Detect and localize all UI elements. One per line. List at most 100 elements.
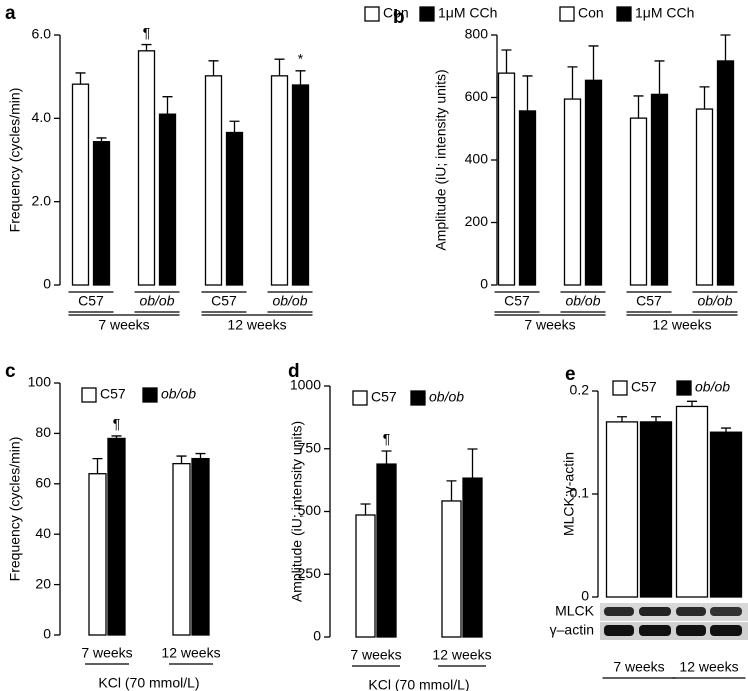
error-bar [96,137,107,142]
panel: b 0 200 400 600 800 Amplitude (iU; intensity u… [393,5,738,333]
bar [675,405,709,598]
bar [441,500,462,638]
group-label: 7 weeks [98,317,149,333]
y-tick-label: 0 [480,276,488,292]
error-bar [467,448,478,479]
legend-label: ob/ob [429,389,464,405]
y-tick-label: 2.0 [32,192,52,208]
bar [92,141,111,286]
bar [563,98,582,286]
legend-label: C57 [631,379,657,395]
x-tick-label: 7 weeks [350,647,401,663]
error-bar [92,457,103,474]
x-axis-label: KCl (70 mmol/L) [368,677,469,691]
legend-swatch [352,390,368,406]
panel-letter: e [565,364,576,385]
group-label: 12 weeks [652,317,711,333]
panel-letter: b [393,7,405,28]
bar [518,110,537,286]
bar [709,431,743,598]
legend-label: C57 [100,386,126,402]
error-bar [229,120,240,133]
legend-swatch [419,6,435,22]
error-bar [360,503,371,516]
legend-swatch [410,390,426,406]
error-bar [162,96,173,115]
y-tick-label: 60 [35,475,51,491]
group-label: 7 weeks [524,317,575,333]
y-tick-label: 200 [465,213,489,229]
blot-label: MLCK [555,603,595,619]
bar [650,93,669,286]
bar [639,421,673,598]
error-bar [687,400,697,407]
x-tick-label: ob/ob [272,293,307,309]
annotation: ¶ [113,416,121,432]
bar [107,437,126,636]
y-tick-label: 250 [298,565,322,581]
legend-swatch [142,387,158,403]
annotation: * [298,51,304,67]
error-bar [446,480,457,501]
bar [605,421,639,598]
bar [204,75,223,286]
legend-label: 1μM CCh [438,5,497,21]
error-bar [720,34,731,61]
bar [225,131,244,286]
x-tick-label: C57 [504,293,530,309]
bar [462,477,483,638]
error-bar [699,86,710,110]
x-tick-label: 12 weeks [679,659,738,675]
y-tick-label: 0 [43,276,51,292]
panel: a 0 2.0 4.0 6.0 Frequency (cycles/min) Con 1μM … [5,3,497,333]
error-bar [501,49,512,74]
error-bar [633,95,644,119]
error-bar [274,58,285,76]
x-tick-label: ob/ob [697,293,732,309]
error-bar [111,435,122,439]
x-tick-label: 12 weeks [432,647,491,663]
bar [695,108,714,286]
panel-letter: c [5,361,16,382]
annotation: ¶ [383,431,391,447]
x-tick-label: ob/ob [565,293,600,309]
legend-label: ob/ob [161,386,196,402]
group-label: 12 weeks [227,317,286,333]
panel: d 0 250 500 750 1000 Amplitude (iU; intensity … [288,361,492,691]
error-bar [617,416,627,422]
error-bar [567,66,578,100]
y-tick-label: 0.1 [570,485,590,501]
bar [716,60,735,286]
y-tick-label: 500 [298,502,322,518]
y-tick-label: 40 [35,525,51,541]
bar [88,473,107,636]
y-tick-label: 6.0 [32,26,52,42]
y-axis-label: Amplitude (iU; intensity units) [433,69,449,250]
blot [600,603,748,640]
y-tick-label: 750 [298,439,322,455]
x-axis-label: KCl (70 mmol/L) [98,675,199,691]
bar [191,457,210,636]
legend-swatch [559,6,575,22]
y-axis-label: MLCK:γ-actin [561,452,577,536]
y-tick-label: 0 [43,626,51,642]
x-tick-label: 7 weeks [613,659,664,675]
bar [629,117,648,286]
blot-label: γ–actin [550,622,594,638]
bar [172,462,191,636]
bar [497,72,516,286]
x-tick-label: 12 weeks [161,645,220,661]
y-axis-label: Amplitude (iU; intensity units) [289,421,305,602]
y-tick-label: 100 [28,374,52,390]
x-tick-label: 7 weeks [81,645,132,661]
legend-label: Con [578,5,604,21]
y-tick-label: 20 [35,575,51,591]
error-bar [75,72,86,85]
legend-label: Con [383,5,409,21]
bar [270,75,289,286]
error-bar [381,450,392,465]
legend-swatch [81,387,97,403]
error-bar [522,75,533,111]
legend-label: 1μM CCh [635,5,694,21]
